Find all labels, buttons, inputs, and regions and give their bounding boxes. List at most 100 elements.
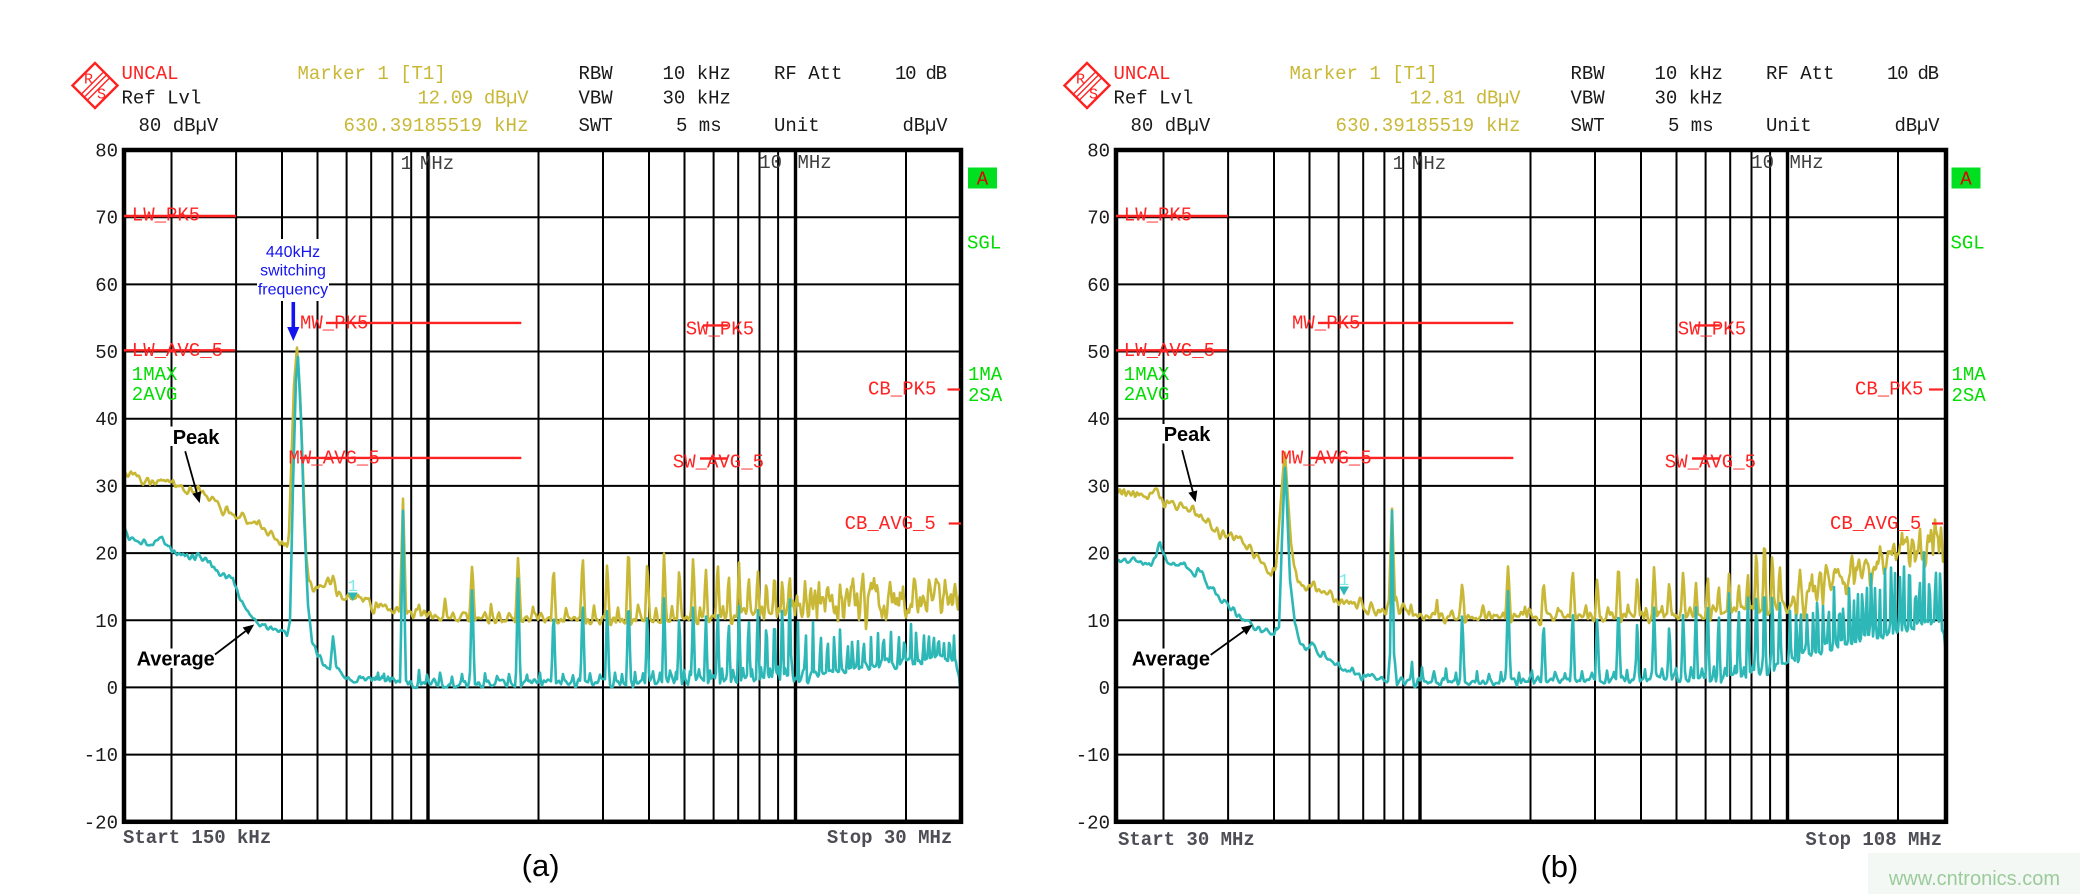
svg-text:2SA: 2SA	[968, 385, 1003, 407]
svg-text:40: 40	[1087, 409, 1110, 431]
svg-text:50: 50	[1087, 342, 1110, 364]
svg-text:1: 1	[348, 578, 358, 597]
svg-text:12.09 dBµV: 12.09 dBµV	[418, 88, 530, 110]
svg-text:80 dBµV: 80 dBµV	[139, 115, 219, 137]
svg-text:2SA: 2SA	[1952, 385, 1987, 407]
svg-text:SW_PK5: SW_PK5	[1678, 319, 1746, 341]
svg-text:www.cntronics.com: www.cntronics.com	[1888, 868, 2060, 890]
svg-text:70: 70	[95, 208, 118, 230]
svg-text:630.39185519 kHz: 630.39185519 kHz	[344, 115, 529, 137]
svg-text:Marker 1 [T1]: Marker 1 [T1]	[1290, 63, 1438, 85]
svg-text:MW_AVG_5: MW_AVG_5	[1281, 448, 1372, 470]
svg-text:A: A	[1960, 169, 1972, 191]
svg-text:10: 10	[95, 611, 118, 633]
svg-text:LW_PK5: LW_PK5	[132, 205, 200, 227]
svg-text:70: 70	[1087, 208, 1110, 230]
svg-text:MW_AVG_5: MW_AVG_5	[289, 448, 380, 470]
svg-text:Peak: Peak	[173, 427, 221, 449]
svg-text:630.39185519 kHz: 630.39185519 kHz	[1336, 115, 1521, 137]
svg-text:-10: -10	[1076, 745, 1110, 767]
svg-text:SW_AVG_5: SW_AVG_5	[673, 452, 764, 474]
svg-text:dBµV: dBµV	[1895, 115, 1941, 137]
svg-text:MHz: MHz	[798, 152, 832, 174]
svg-text:30 kHz: 30 kHz	[663, 88, 731, 110]
svg-text:10 dB: 10 dB	[1887, 63, 1939, 85]
svg-text:40: 40	[95, 409, 118, 431]
svg-text:1: 1	[1393, 153, 1404, 175]
svg-text:-20: -20	[1076, 812, 1110, 834]
svg-text:frequency: frequency	[258, 281, 328, 298]
svg-text:CB_PK5: CB_PK5	[868, 379, 936, 401]
svg-text:10: 10	[759, 152, 782, 174]
svg-text:1: 1	[1339, 572, 1349, 591]
svg-text:MW_PK5: MW_PK5	[1292, 313, 1360, 335]
svg-text:VBW: VBW	[579, 88, 614, 110]
svg-text:50: 50	[95, 342, 118, 364]
svg-text:S: S	[1089, 87, 1098, 104]
svg-text:UNCAL: UNCAL	[1114, 63, 1171, 85]
svg-text:1MA: 1MA	[1952, 364, 1987, 386]
svg-text:80: 80	[95, 141, 118, 163]
svg-text:10: 10	[1087, 611, 1110, 633]
svg-text:60: 60	[1087, 275, 1110, 297]
svg-text:CB_AVG_5: CB_AVG_5	[845, 513, 936, 535]
svg-text:80: 80	[1087, 141, 1110, 163]
svg-text:VBW: VBW	[1571, 88, 1606, 110]
svg-text:10 kHz: 10 kHz	[663, 63, 731, 85]
svg-text:30: 30	[95, 476, 118, 498]
svg-text:1MAX: 1MAX	[1124, 364, 1170, 386]
svg-text:R: R	[84, 72, 93, 89]
svg-text:Marker 1 [T1]: Marker 1 [T1]	[298, 63, 446, 85]
svg-text:SWT: SWT	[1571, 115, 1605, 137]
svg-text:switching: switching	[260, 263, 326, 280]
svg-text:(b): (b)	[1540, 849, 1578, 884]
svg-text:CB_AVG_5: CB_AVG_5	[1830, 513, 1921, 535]
svg-text:20: 20	[95, 544, 118, 566]
svg-text:LW_AVG_5: LW_AVG_5	[1124, 340, 1215, 362]
svg-text:RBW: RBW	[1571, 63, 1606, 85]
svg-text:-10: -10	[84, 745, 118, 767]
svg-text:S: S	[97, 87, 106, 104]
svg-text:Unit: Unit	[774, 115, 820, 137]
svg-text:-20: -20	[84, 812, 118, 834]
svg-text:SW_AVG_5: SW_AVG_5	[1665, 452, 1756, 474]
svg-text:0: 0	[107, 678, 118, 700]
svg-text:20: 20	[1087, 544, 1110, 566]
svg-text:Peak: Peak	[1164, 424, 1212, 446]
svg-text:SW_PK5: SW_PK5	[686, 319, 754, 341]
svg-text:SWT: SWT	[579, 115, 613, 137]
svg-text:(a): (a)	[522, 848, 560, 883]
svg-text:5 ms: 5 ms	[1668, 115, 1714, 137]
svg-text:A: A	[977, 169, 989, 191]
svg-text:RF Att: RF Att	[774, 63, 842, 85]
svg-text:MHz: MHz	[1790, 152, 1824, 174]
svg-text:30: 30	[1087, 476, 1110, 498]
svg-text:dBµV: dBµV	[903, 115, 949, 137]
svg-text:5 ms: 5 ms	[676, 115, 722, 137]
svg-text:LW_AVG_5: LW_AVG_5	[132, 340, 223, 362]
svg-text:2AVG: 2AVG	[132, 384, 178, 406]
svg-text:0: 0	[1099, 678, 1110, 700]
svg-text:440kHz: 440kHz	[266, 244, 320, 261]
svg-text:Average: Average	[1132, 649, 1210, 671]
svg-text:Start 30 MHz: Start 30 MHz	[1118, 829, 1255, 851]
svg-text:80 dBµV: 80 dBµV	[1131, 115, 1211, 137]
svg-text:10 kHz: 10 kHz	[1655, 63, 1723, 85]
svg-text:LW_PK5: LW_PK5	[1124, 205, 1192, 227]
svg-text:1MAX: 1MAX	[132, 364, 178, 386]
svg-text:30 kHz: 30 kHz	[1655, 88, 1723, 110]
svg-text:Stop 108 MHz: Stop 108 MHz	[1805, 829, 1942, 851]
svg-text:10: 10	[1751, 152, 1774, 174]
svg-text:10 dB: 10 dB	[895, 63, 947, 85]
svg-text:60: 60	[95, 275, 118, 297]
svg-text:12.81 dBµV: 12.81 dBµV	[1410, 88, 1522, 110]
svg-text:Start 150 kHz: Start 150 kHz	[123, 827, 271, 849]
svg-text:MW_PK5: MW_PK5	[300, 313, 368, 335]
svg-text:Stop 30 MHz: Stop 30 MHz	[827, 827, 952, 849]
svg-text:Unit: Unit	[1766, 115, 1812, 137]
svg-text:Ref Lvl: Ref Lvl	[1114, 88, 1194, 110]
svg-text:MHz: MHz	[1412, 153, 1446, 175]
svg-text:MHz: MHz	[420, 153, 454, 175]
svg-text:UNCAL: UNCAL	[122, 63, 179, 85]
svg-text:Average: Average	[137, 649, 215, 671]
